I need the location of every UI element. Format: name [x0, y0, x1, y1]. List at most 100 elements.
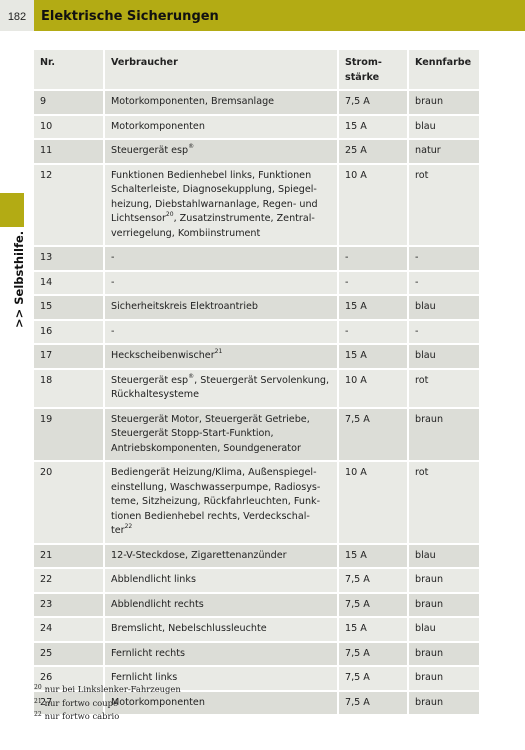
cell-kennfarbe-text: braun: [415, 696, 444, 708]
cell-nr: 27: [34, 690, 104, 716]
cell-kennfarbe: rot: [407, 163, 479, 247]
cell-nr: 12: [34, 163, 104, 247]
cell-stromstaerke: 7,5 A: [337, 407, 408, 462]
cell-verbraucher: Abblendlicht links: [103, 568, 338, 594]
cell-stromstaerke: 15 A: [337, 344, 408, 370]
cell-verbraucher-text: Fernlicht rechts: [111, 647, 185, 659]
cell-nr: 13: [34, 246, 104, 272]
cell-nr: 26: [34, 666, 104, 692]
section-marker: [0, 193, 24, 227]
cell-stromstaerke: 7,5 A: [337, 690, 408, 716]
table-body: 9 Motorkomponenten, Bremsanlage 7,5 A braun…: [34, 90, 479, 716]
cell-kennfarbe-text: blau: [415, 350, 436, 361]
cell-verbraucher: Fernlicht rechts: [103, 641, 338, 667]
cell-stromstaerke: 10 A: [337, 368, 408, 409]
footnote-marker: 22: [124, 523, 133, 530]
table-row: 20 Bediengerät Heizung/Klima, Außenspiege…: [34, 461, 479, 545]
cell-stromstaerke-text: 7,5 A: [345, 413, 370, 425]
cell-nr: 19: [34, 407, 104, 462]
cell-stromstaerke: 7,5 A: [337, 666, 408, 692]
cell-nr: 14: [34, 270, 104, 296]
cell-kennfarbe: braun: [407, 90, 479, 116]
column-header-verbraucher: Verbraucher: [103, 50, 338, 91]
cell-stromstaerke-text: 7,5 A: [345, 696, 370, 708]
cell-nr-text: 26: [40, 672, 53, 683]
cell-kennfarbe-text: braun: [415, 672, 444, 683]
cell-stromstaerke-text: -: [345, 325, 349, 337]
cell-verbraucher: 12-V-Steckdose, Zigarettenanzünder: [103, 543, 338, 569]
cell-verbraucher-text: Sicherheitskreis Elektroantrieb: [111, 301, 258, 312]
cell-stromstaerke: -: [337, 319, 408, 345]
cell-verbraucher-continued: , Steuergerät Servolenkung, Rückhaltesys…: [111, 374, 330, 401]
cell-verbraucher-text: Abblendlicht links: [111, 574, 196, 585]
cell-verbraucher-continued: , Zusatzinstrumente, Zentral- verriegelu…: [111, 213, 315, 239]
cell-kennfarbe: -: [407, 270, 479, 296]
cell-kennfarbe-text: -: [415, 252, 419, 263]
cell-nr-text: 25: [40, 647, 53, 659]
cell-stromstaerke: 7,5 A: [337, 641, 408, 667]
footnote-marker: 20: [165, 211, 174, 218]
fuse-table: Nr. Verbraucher Strom- stärke Kennfarbe …: [34, 50, 479, 716]
table-row: 9 Motorkomponenten, Bremsanlage 7,5 A braun: [34, 90, 479, 116]
cell-nr-text: 14: [40, 276, 53, 288]
cell-kennfarbe: braun: [407, 690, 479, 716]
cell-kennfarbe-text: blau: [415, 549, 436, 561]
cell-kennfarbe-text: blau: [415, 301, 436, 312]
cell-verbraucher-text: -: [111, 325, 115, 337]
cell-stromstaerke-text: 15 A: [345, 301, 367, 312]
cell-kennfarbe: braun: [407, 592, 479, 618]
cell-kennfarbe-text: braun: [415, 574, 444, 585]
cell-nr: 23: [34, 592, 104, 618]
cell-verbraucher-text: Motorkomponenten, Bremsanlage: [111, 96, 275, 107]
table-row: 14 - - -: [34, 270, 479, 296]
cell-verbraucher: -: [103, 246, 338, 272]
cell-kennfarbe-text: natur: [415, 145, 441, 156]
cell-nr: 18: [34, 368, 104, 409]
table-row: 16 - - -: [34, 319, 479, 345]
cell-nr-text: 23: [40, 598, 53, 610]
cell-nr: 24: [34, 617, 104, 643]
table-row: 19 Steuergerät Motor, Steuergerät Getrieb…: [34, 407, 479, 462]
cell-verbraucher: -: [103, 270, 338, 296]
cell-verbraucher: Motorkomponenten: [103, 690, 338, 716]
table-row: 26 Fernlicht links 7,5 A braun: [34, 666, 479, 692]
table-row: 11 Steuergerät esp® 25 A natur: [34, 139, 479, 165]
cell-kennfarbe-text: braun: [415, 598, 444, 610]
cell-kennfarbe: rot: [407, 368, 479, 409]
cell-nr-text: 15: [40, 301, 53, 312]
cell-verbraucher-text: -: [111, 252, 115, 263]
cell-kennfarbe: -: [407, 319, 479, 345]
cell-kennfarbe: braun: [407, 407, 479, 462]
cell-kennfarbe: blau: [407, 344, 479, 370]
footnote-text: nur bei Linkslenker-Fahrzeugen: [44, 684, 181, 694]
cell-kennfarbe-text: braun: [415, 647, 444, 659]
cell-stromstaerke-text: 15 A: [345, 623, 367, 634]
cell-verbraucher-text: Fernlicht links: [111, 672, 178, 683]
footnote: 20 nur bei Linkslenker-Fahrzeugen: [34, 683, 474, 697]
cell-nr-text: 17: [40, 350, 53, 361]
cell-verbraucher: Fernlicht links: [103, 666, 338, 692]
cell-nr-text: 9: [40, 96, 47, 107]
cell-verbraucher-text: 12-V-Steckdose, Zigarettenanzünder: [111, 549, 287, 561]
cell-nr: 25: [34, 641, 104, 667]
cell-verbraucher: -: [103, 319, 338, 345]
cell-nr-text: 20: [40, 467, 53, 478]
cell-kennfarbe: blau: [407, 617, 479, 643]
cell-kennfarbe: braun: [407, 568, 479, 594]
footnote-text: nur fortwo cabrio: [44, 711, 120, 721]
cell-kennfarbe: braun: [407, 641, 479, 667]
cell-verbraucher: Steuergerät esp®, Steuergerät Servolenku…: [103, 368, 338, 409]
cell-kennfarbe-text: braun: [415, 96, 444, 107]
cell-nr: 22: [34, 568, 104, 594]
column-header-stromstaerke: Strom- stärke: [337, 50, 408, 91]
page-title: Elektrische Sicherungen: [41, 9, 219, 24]
table-row: 13 - - -: [34, 246, 479, 272]
page-number: 182: [0, 0, 34, 31]
cell-stromstaerke: 15 A: [337, 295, 408, 321]
cell-stromstaerke-text: 15 A: [345, 120, 367, 132]
table-row: 12 Funktionen Bedienhebel links, Funktion…: [34, 163, 479, 247]
footnote-mark: 22: [34, 711, 42, 718]
footnote-text: nur fortwo coupé: [44, 697, 118, 708]
cell-stromstaerke: -: [337, 270, 408, 296]
cell-verbraucher-text: Motorkomponenten: [111, 120, 205, 132]
